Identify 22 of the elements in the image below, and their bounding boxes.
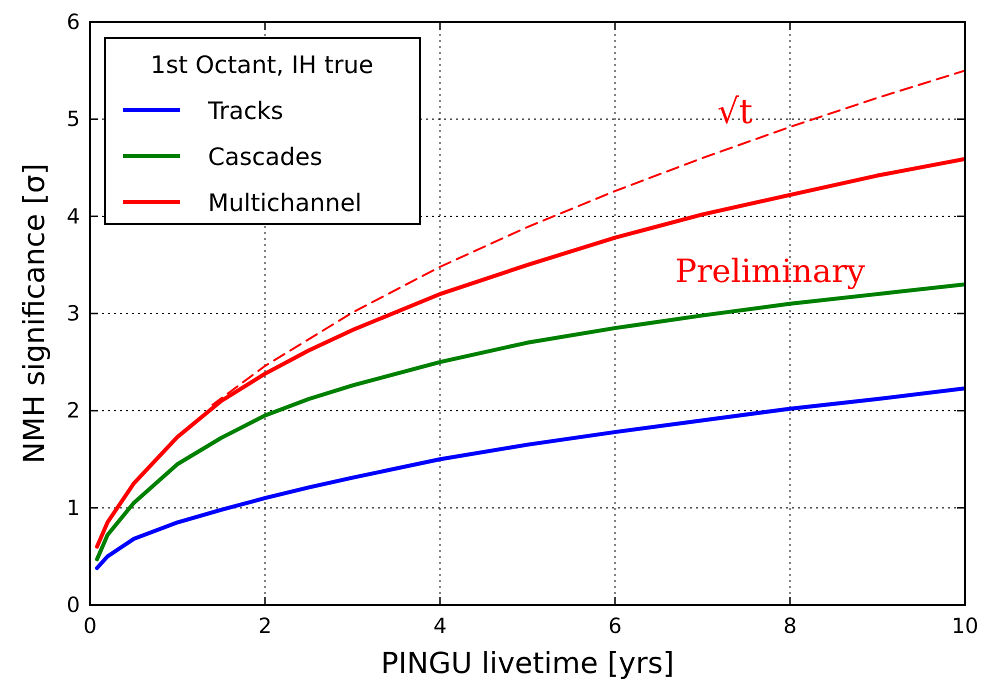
x-axis-title: PINGU livetime [yrs] (380, 646, 674, 680)
y-tick-label: 2 (66, 398, 80, 423)
legend-label: Multichannel (208, 189, 362, 217)
y-tick-label: 6 (66, 10, 80, 34)
legend-label: Cascades (208, 143, 322, 171)
legend-label: Tracks (207, 97, 284, 125)
annotation: Preliminary (675, 252, 865, 290)
x-tick-label: 10 (952, 614, 978, 638)
annotation: √t (717, 92, 753, 132)
x-tick-label: 0 (83, 614, 97, 638)
legend-title: 1st Octant, IH true (150, 51, 374, 79)
y-tick-label: 5 (66, 107, 80, 132)
y-tick-label: 0 (66, 593, 80, 617)
y-axis-title: NMH significance [σ] (17, 163, 51, 464)
x-tick-label: 6 (608, 614, 622, 638)
y-tick-label: 4 (66, 204, 80, 228)
x-tick-label: 4 (433, 614, 447, 638)
y-tick-label: 1 (66, 496, 80, 520)
x-tick-label: 2 (258, 614, 272, 638)
x-tick-label: 8 (783, 614, 797, 638)
line-series (95, 386, 965, 570)
y-tick-label: 3 (66, 302, 80, 326)
